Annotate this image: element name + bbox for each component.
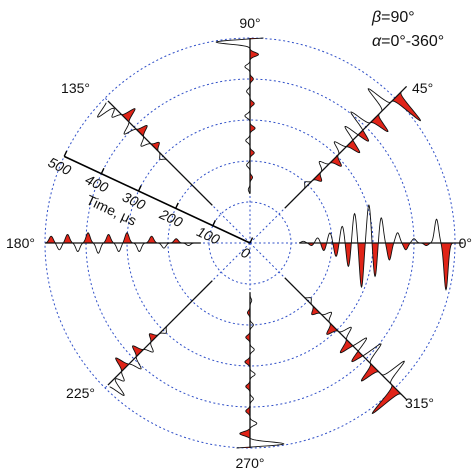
angle-label-180: 180° — [6, 235, 35, 251]
waveform-baseline-45 — [284, 85, 408, 209]
angle-label-135: 135° — [61, 80, 90, 96]
waveform-fill-0 — [307, 243, 453, 290]
param-alpha-value: =0°-360° — [381, 33, 444, 50]
param-alpha-symbol: α — [372, 33, 382, 50]
waveform-fill-225 — [115, 333, 158, 372]
waveform-baseline-315 — [284, 277, 408, 401]
param-beta-value: =90° — [381, 9, 415, 26]
radial-axis-line — [63, 155, 251, 244]
angle-label-270: 270° — [236, 455, 265, 471]
param-beta: β=90° — [371, 9, 415, 26]
waveform-line-315 — [284, 277, 407, 415]
angle-label-315: 315° — [405, 395, 434, 411]
radial-tick-300 — [137, 185, 142, 192]
radial-tick-500 — [63, 150, 68, 157]
waveform-line-180 — [44, 232, 201, 254]
waveform-line-90 — [215, 37, 264, 194]
waveform-line-45 — [284, 86, 422, 209]
angle-label-45: 45° — [412, 80, 433, 96]
radial-tick-200 — [175, 202, 179, 209]
waveform-line-0 — [299, 204, 464, 291]
angle-label-0: 0° — [459, 235, 472, 251]
radial-tick-label-500: 500 — [46, 154, 74, 178]
waveform-line-135 — [97, 102, 213, 206]
waveform-fill-135 — [121, 108, 160, 151]
radial-tick-400 — [100, 167, 105, 174]
waveform-fill-270 — [236, 309, 250, 448]
waveform-line-225 — [109, 280, 213, 396]
param-beta-symbol: β — [371, 9, 381, 26]
waveform-line-270 — [236, 292, 285, 449]
waveform-fill-180 — [45, 232, 181, 243]
radial-tick-label-200: 200 — [156, 205, 185, 230]
radial-tick-label-400: 400 — [83, 171, 111, 195]
param-alpha: α=0°-360° — [372, 33, 444, 50]
angle-label-225: 225° — [66, 385, 95, 401]
angle-labels: 0° 45° 90° 135° 180° 225° 270° 315° — [6, 15, 472, 471]
waveform-layer — [44, 37, 464, 449]
radial-tick-100 — [212, 219, 217, 226]
angle-label-90: 90° — [239, 15, 260, 31]
waveform-fill-90 — [250, 38, 264, 182]
radial-tick-label-100: 100 — [194, 223, 222, 247]
radial-tick-0 — [249, 237, 254, 244]
